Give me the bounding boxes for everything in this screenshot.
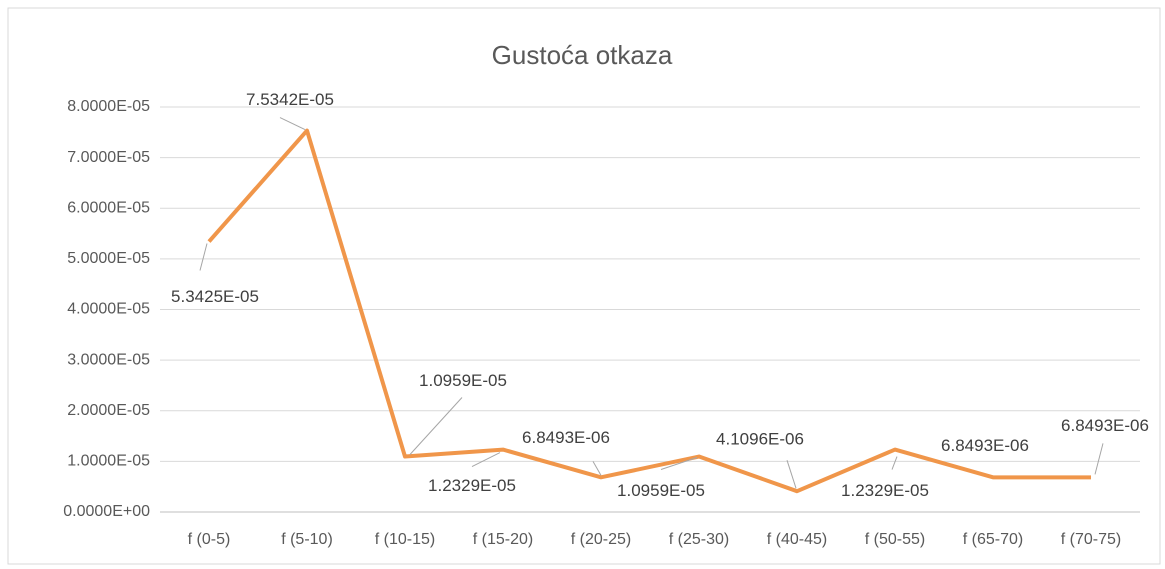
x-tick-label: f (65-70) xyxy=(963,531,1023,548)
x-tick-label: f (10-15) xyxy=(375,531,435,548)
data-label: 6.8493E-06 xyxy=(1061,416,1149,435)
y-tick-label: 8.0000E-05 xyxy=(67,98,150,115)
y-tick-label: 1.0000E-05 xyxy=(67,453,150,470)
data-line xyxy=(207,128,1091,494)
data-label: 7.5342E-05 xyxy=(246,90,334,109)
x-tick-label: f (50-55) xyxy=(865,531,925,548)
leader-line xyxy=(409,397,463,455)
x-tick-label: f (40-45) xyxy=(767,531,827,548)
data-label: 1.0959E-05 xyxy=(419,371,507,390)
x-tick-label: f (25-30) xyxy=(669,531,729,548)
y-tick-label: 2.0000E-05 xyxy=(67,402,150,419)
data-label: 1.0959E-05 xyxy=(617,481,705,500)
leader-line xyxy=(1094,443,1104,475)
leader-line xyxy=(279,117,306,131)
y-tick-label: 7.0000E-05 xyxy=(67,149,150,166)
y-tick-label: 6.0000E-05 xyxy=(67,199,150,216)
chart-title: Gustoća otkaza xyxy=(492,40,673,70)
data-label: 4.1096E-06 xyxy=(716,430,804,449)
data-label: 6.8493E-06 xyxy=(941,436,1029,455)
leader-line xyxy=(891,456,898,470)
leader-line xyxy=(660,457,698,470)
x-tick-label: f (15-20) xyxy=(473,531,533,548)
y-tick-label: 4.0000E-05 xyxy=(67,301,150,318)
chart-border xyxy=(7,7,1161,565)
data-label: 5.3425E-05 xyxy=(171,287,259,306)
x-tick-label: f (70-75) xyxy=(1061,531,1121,548)
data-label: 1.2329E-05 xyxy=(428,476,516,495)
y-tick-label: 5.0000E-05 xyxy=(67,250,150,267)
leader-line xyxy=(471,452,501,468)
x-tick-label: f (5-10) xyxy=(281,531,333,548)
leader-line xyxy=(199,243,208,271)
x-tick-label: f (20-25) xyxy=(571,531,631,548)
leader-line xyxy=(786,460,797,489)
data-label: 1.2329E-05 xyxy=(841,481,929,500)
y-tick-label: 0.0000E+00 xyxy=(63,503,150,520)
data-label: 6.8493E-06 xyxy=(522,428,610,447)
y-tick-label: 3.0000E-05 xyxy=(67,351,150,368)
x-tick-label: f (0-5) xyxy=(188,531,231,548)
leader-line xyxy=(592,461,602,476)
